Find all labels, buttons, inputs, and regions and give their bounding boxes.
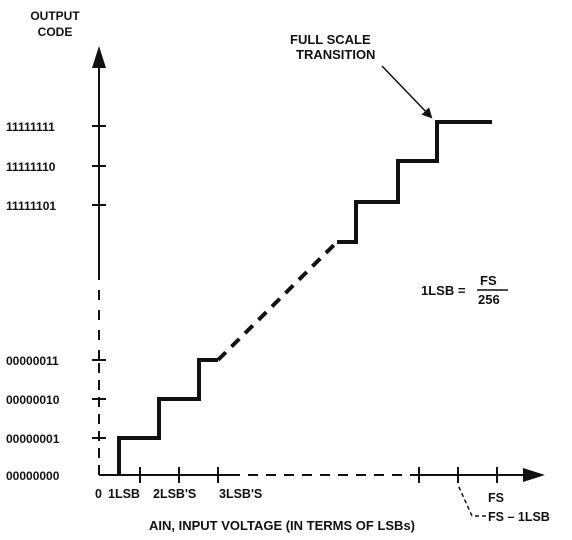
y-code-label: 00000000 [6, 469, 60, 483]
annotation-line1: FULL SCALE [290, 32, 371, 47]
annotation-arrow-icon [381, 65, 433, 119]
y-code-label: 00000011 [6, 354, 59, 368]
y-axis [92, 46, 106, 475]
x-axis-caption: AIN, INPUT VOLTAGE (IN TERMS OF LSBs) [149, 518, 415, 533]
y-axis-title-line1: OUTPUT [30, 9, 80, 23]
y-code-label: 00000010 [6, 393, 60, 407]
x-tick-label: 1LSB [108, 487, 140, 501]
y-code-label: 00000001 [6, 432, 60, 446]
y-code-label: 11111110 [6, 160, 56, 174]
x-axis [99, 467, 545, 483]
x-axis-arrow-icon [523, 468, 545, 482]
formula-denominator: 256 [478, 292, 500, 307]
y-code-label: 11111101 [6, 199, 56, 213]
y-axis-arrow-icon [92, 46, 106, 68]
formula-numerator: FS [480, 273, 497, 288]
fs-label: FS [488, 491, 504, 505]
annotation-line2: TRANSITION [296, 47, 375, 62]
x-tick-label: 0 [95, 487, 102, 501]
y-code-label: 11111111 [6, 120, 55, 134]
fs-minus-1lsb-label: FS – 1LSB [488, 510, 550, 524]
formula-lhs: 1LSB = [421, 283, 466, 298]
transfer-staircase [117, 120, 492, 475]
x-tick-label: 2LSB'S [153, 487, 196, 501]
y-axis-title-line2: CODE [38, 25, 73, 39]
x-tick-label: 3LSB'S [219, 487, 262, 501]
